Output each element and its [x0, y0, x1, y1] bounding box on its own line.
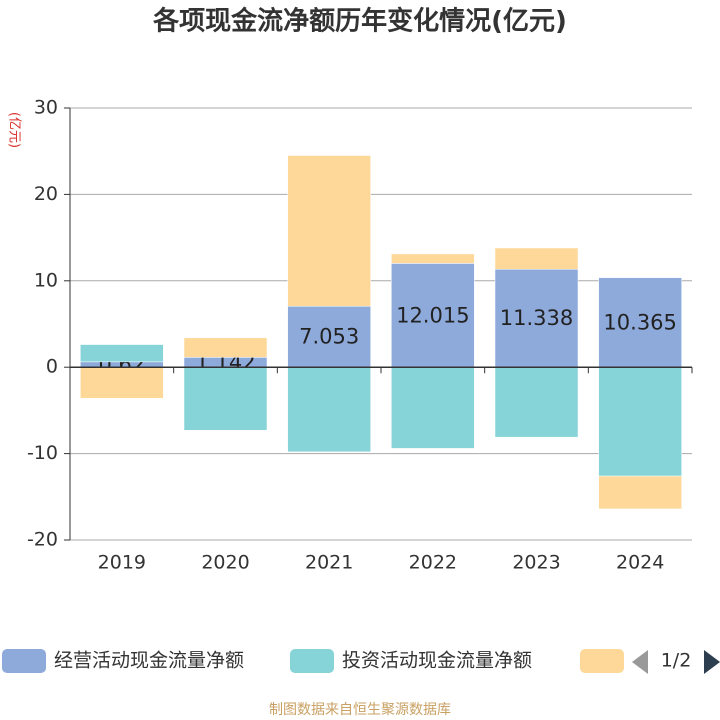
bar-segment	[183, 366, 268, 431]
x-tick-label: 2024	[616, 552, 664, 574]
data-label: 12.015	[396, 303, 469, 327]
data-label: 7.053	[299, 325, 359, 349]
y-tick-label: 30	[34, 97, 58, 119]
y-tick-label: 20	[34, 183, 58, 205]
x-tick-label: 2019	[98, 552, 146, 574]
legend-prev[interactable]	[632, 650, 648, 674]
x-tick-label: 2022	[409, 552, 457, 574]
bar-segment	[287, 366, 371, 453]
bar-segment	[80, 366, 164, 399]
legend-label: 投资活动现金流量净额	[342, 650, 532, 672]
legend-swatch	[290, 649, 334, 673]
x-tick-label: 2023	[512, 552, 560, 574]
x-tick-label: 2020	[201, 552, 249, 574]
y-tick-label: 10	[34, 269, 58, 291]
bar-segment	[598, 366, 682, 477]
y-tick-label: -10	[27, 442, 58, 464]
bar-segment	[494, 268, 579, 368]
bar-segment	[598, 475, 682, 510]
legend-page: 1/2	[661, 650, 692, 672]
bar-segment	[80, 344, 164, 363]
legend-label: 经营活动现金流量净额	[54, 650, 244, 672]
bar-segment	[391, 253, 475, 264]
source-note: 制图数据来自恒生聚源数据库	[269, 702, 451, 718]
x-tick-label: 2021	[305, 552, 353, 574]
data-label: 11.338	[500, 306, 573, 330]
y-tick-label: 0	[46, 356, 58, 378]
bar-segment	[494, 366, 579, 438]
bar-segment	[391, 366, 475, 449]
bar-segment	[287, 155, 371, 307]
legend-swatch	[2, 649, 46, 673]
data-label: 10.365	[603, 310, 676, 334]
legend-swatch	[580, 649, 624, 673]
legend-next[interactable]	[704, 650, 720, 674]
y-axis-label: (亿元)	[7, 112, 22, 148]
chart-title: 各项现金流净额历年变化情况(亿元)	[152, 6, 567, 37]
bar-segment	[183, 337, 268, 358]
bar-segment	[494, 247, 579, 270]
y-tick-label: -20	[27, 529, 58, 551]
bar-segment	[598, 277, 682, 368]
